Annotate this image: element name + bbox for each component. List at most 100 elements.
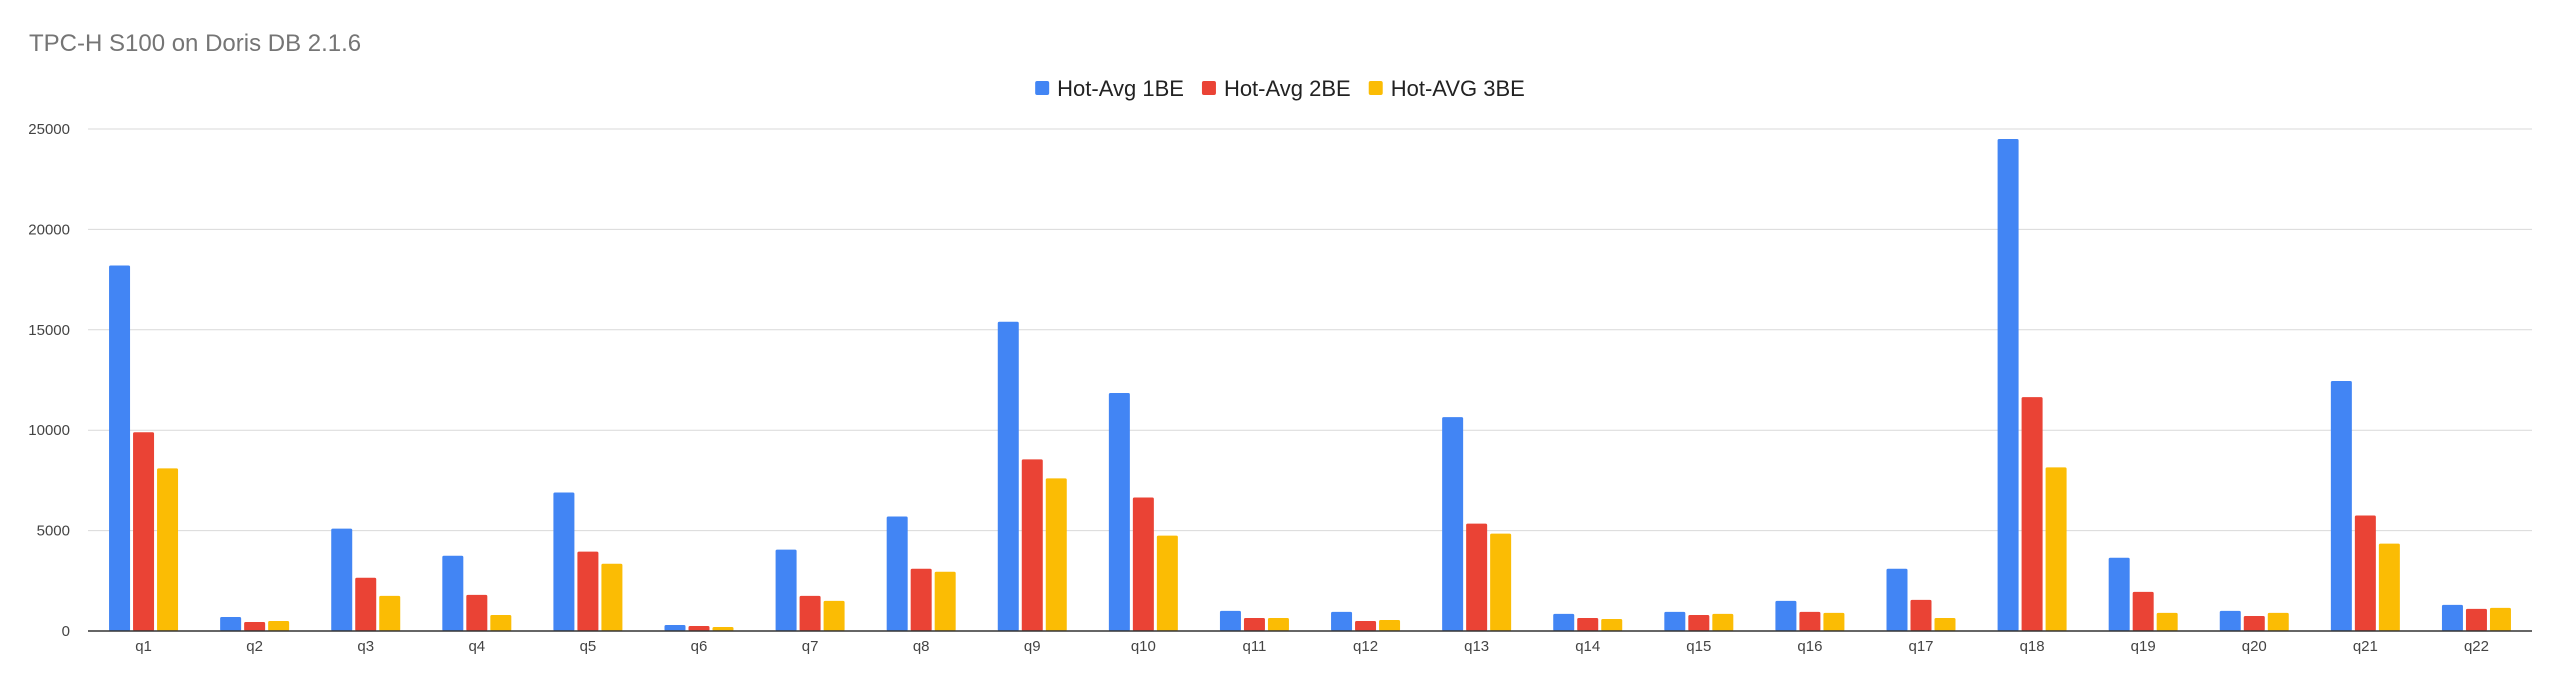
bar-q19-series-1 — [2108, 557, 2130, 631]
bar-q2-series-3 — [268, 620, 290, 631]
bar-q20-series-3 — [2267, 612, 2289, 631]
bar-q5-series-1 — [553, 492, 575, 631]
legend-swatch — [1368, 81, 1383, 95]
x-tick-label: q3 — [357, 638, 374, 655]
bar-q9-series-2 — [1021, 459, 1043, 631]
bar-q18-series-2 — [2021, 397, 2043, 631]
y-tick-label: 15000 — [28, 322, 70, 339]
bar-q9-series-3 — [1045, 478, 1067, 631]
bar-q7-series-3 — [823, 600, 845, 631]
x-tick-label: q5 — [580, 638, 597, 655]
x-tick-label: q4 — [468, 638, 485, 655]
bar-q13-series-2 — [1466, 523, 1488, 631]
bar-q20-series-2 — [2243, 615, 2265, 631]
bar-q5-series-3 — [601, 563, 623, 631]
bars — [109, 139, 2511, 632]
bar-q1-series-2 — [133, 432, 155, 631]
x-axis-ticks: q1 q2 q3 q4 q5 q6 q7 q8 q9 q10 q11 q12 q13 q14 q15 q16 q… — [135, 638, 2489, 655]
bar-q6-series-2 — [688, 625, 710, 631]
y-tick-label: 10000 — [28, 422, 70, 439]
x-tick-label: q20 — [2242, 638, 2267, 655]
legend-item: Hot-Avg 2BE — [1201, 76, 1351, 101]
bar-q6-series-3 — [712, 626, 734, 631]
bar-q12-series-2 — [1355, 620, 1377, 631]
bar-q22-series-2 — [2465, 608, 2487, 631]
x-tick-label: q16 — [1797, 638, 1822, 655]
x-tick-label: q6 — [691, 638, 708, 655]
bar-q16-series-2 — [1799, 611, 1821, 631]
y-tick-label: 20000 — [28, 221, 70, 238]
bar-q4-series-2 — [466, 594, 488, 631]
bar-q14-series-3 — [1601, 618, 1623, 631]
x-tick-label: q14 — [1575, 638, 1600, 655]
legend-swatch — [1035, 81, 1050, 95]
x-tick-label: q7 — [802, 638, 819, 655]
bar-q17-series-2 — [1910, 599, 1932, 631]
bar-q14-series-2 — [1577, 617, 1599, 631]
chart-title: TPC-H S100 on Doris DB 2.1.6 — [29, 30, 361, 57]
x-tick-label: q21 — [2353, 638, 2378, 655]
bar-q13-series-1 — [1442, 417, 1464, 631]
bar-q8-series-3 — [934, 571, 956, 631]
legend-item: Hot-AVG 3BE — [1368, 76, 1525, 101]
bar-q15-series-1 — [1664, 611, 1686, 631]
legend-label: Hot-AVG 3BE — [1391, 76, 1525, 101]
bar-q11-series-3 — [1267, 617, 1289, 631]
bar-q21-series-3 — [2378, 543, 2400, 631]
bar-q1-series-3 — [157, 468, 179, 631]
x-tick-label: q19 — [2131, 638, 2156, 655]
bar-q22-series-3 — [2489, 607, 2511, 631]
x-tick-label: q2 — [246, 638, 263, 655]
x-tick-label: q8 — [913, 638, 930, 655]
bar-q3-series-1 — [331, 528, 353, 631]
bar-q22-series-1 — [2441, 604, 2463, 631]
bar-q7-series-2 — [799, 595, 821, 631]
bar-q14-series-1 — [1553, 613, 1575, 631]
bar-q3-series-3 — [379, 595, 401, 631]
bar-q10-series-3 — [1156, 535, 1178, 631]
bar-q8-series-2 — [910, 568, 932, 631]
bar-q20-series-1 — [2219, 610, 2241, 631]
bar-q3-series-2 — [355, 577, 377, 631]
bar-q9-series-1 — [997, 321, 1019, 631]
bar-q11-series-1 — [1219, 610, 1241, 631]
x-tick-label: q22 — [2464, 638, 2489, 655]
bar-q21-series-2 — [2354, 515, 2376, 631]
bar-q8-series-1 — [886, 516, 908, 631]
x-tick-label: q12 — [1353, 638, 1378, 655]
y-tick-label: 0 — [62, 623, 70, 640]
x-tick-label: q11 — [1242, 638, 1266, 655]
bar-q10-series-1 — [1108, 393, 1130, 631]
bar-q16-series-1 — [1775, 600, 1797, 631]
bar-q15-series-2 — [1688, 614, 1710, 631]
bar-q13-series-3 — [1490, 533, 1512, 631]
bar-q4-series-3 — [490, 614, 512, 631]
legend-label: Hot-Avg 2BE — [1224, 76, 1351, 101]
bar-q2-series-1 — [220, 616, 242, 631]
bar-q12-series-3 — [1379, 619, 1401, 631]
legend-item: Hot-Avg 1BE — [1035, 76, 1184, 101]
x-tick-label: q15 — [1686, 638, 1711, 655]
y-axis-ticks: 0 5000 10000 15000 20000 25000 — [28, 121, 70, 640]
bar-q16-series-3 — [1823, 612, 1845, 631]
x-tick-label: q10 — [1131, 638, 1156, 655]
y-tick-label: 5000 — [37, 523, 70, 540]
bar-q17-series-1 — [1886, 568, 1908, 631]
bar-q5-series-2 — [577, 551, 599, 631]
legend-label: Hot-Avg 1BE — [1057, 76, 1184, 101]
bar-q18-series-1 — [1997, 139, 2019, 632]
bar-q21-series-1 — [2330, 381, 2352, 631]
legend-swatch — [1201, 81, 1216, 95]
bar-q10-series-2 — [1132, 497, 1154, 631]
bar-q11-series-2 — [1243, 617, 1265, 631]
x-tick-label: q13 — [1464, 638, 1489, 655]
y-tick-label: 25000 — [28, 121, 70, 138]
bar-q2-series-2 — [244, 621, 266, 631]
x-tick-label: q1 — [135, 638, 152, 655]
legend: Hot-Avg 1BE Hot-Avg 2BE Hot-AVG 3BE — [1035, 76, 1525, 101]
bar-q19-series-3 — [2156, 612, 2178, 631]
bar-q17-series-3 — [1934, 617, 1956, 631]
bar-q6-series-1 — [664, 624, 686, 631]
